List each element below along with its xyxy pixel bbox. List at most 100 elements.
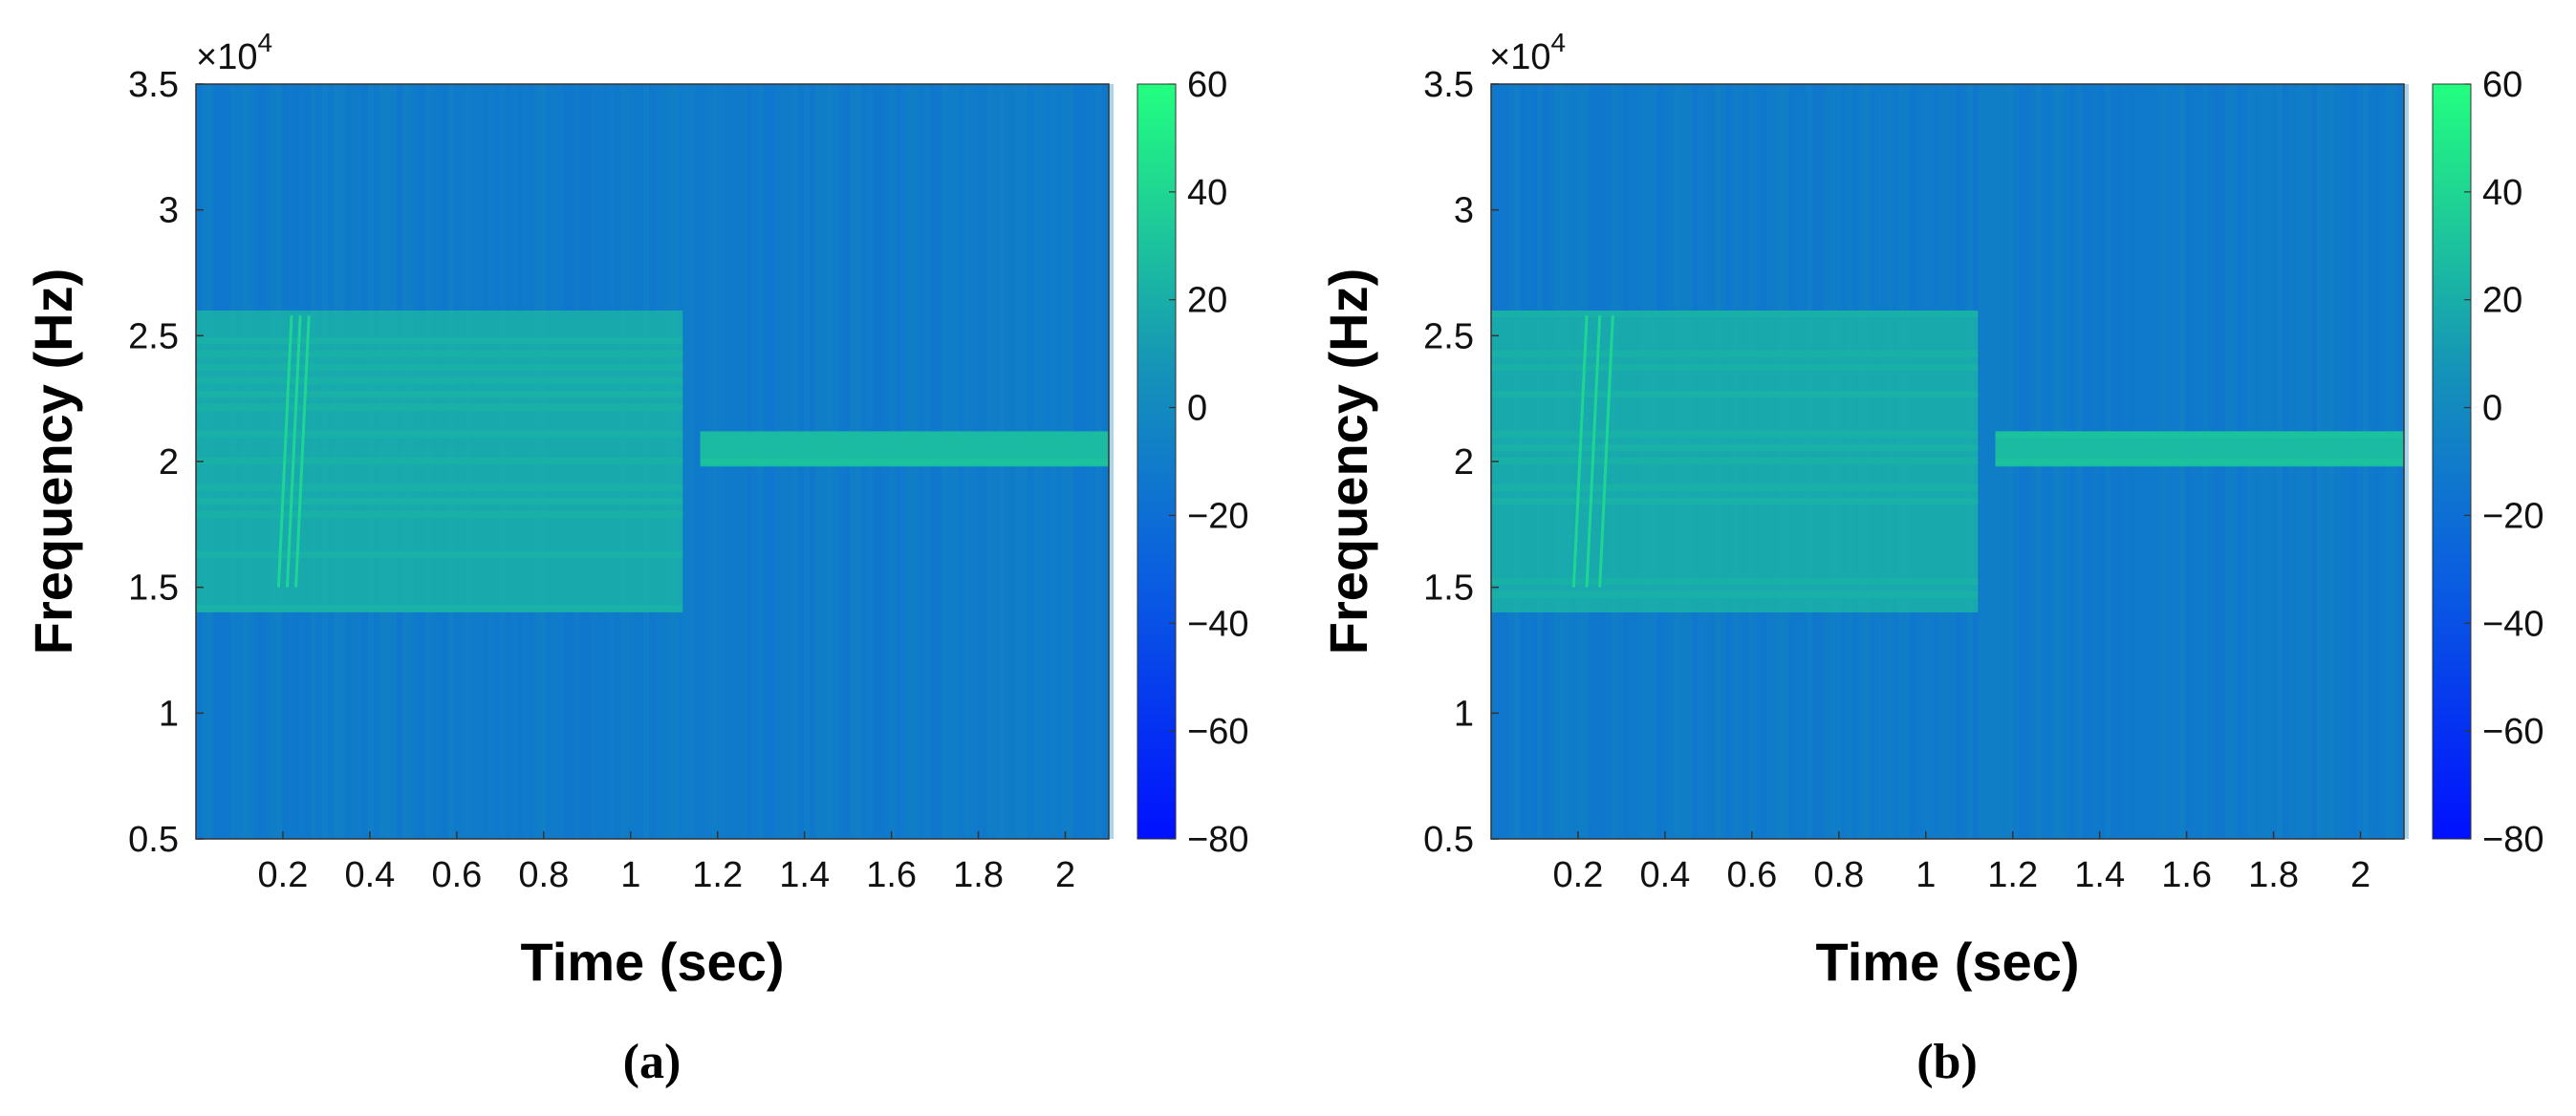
region-band — [1491, 444, 1979, 451]
colorbar-tick-label: 20 — [2482, 281, 2522, 321]
region-band — [1491, 578, 1979, 585]
x-tick-label: 1.2 — [1987, 855, 2038, 895]
y-tick-label: 2.5 — [1423, 316, 1474, 356]
y-tick-label: 1 — [159, 694, 179, 734]
panel-a: 0.5 1 1.5 2 2.5 3 3.5 0.2 0.4 0.6 0.8 1 1.2 1.4 1.6 1.8… — [23, 28, 1248, 1089]
colorbar-tick-label: 0 — [1187, 389, 1207, 429]
x-tick-label: 1.8 — [2248, 855, 2299, 895]
colorbar-tick-label: −60 — [1187, 712, 1248, 752]
x-tick-label: 1.4 — [2074, 855, 2125, 895]
x-tick-label: 0.6 — [431, 855, 482, 895]
chirp-trace — [1585, 315, 1602, 588]
x-tick-label: 0.6 — [1726, 855, 1777, 895]
y-exponent-power: 4 — [257, 28, 272, 57]
x-tick-label: 0.4 — [344, 855, 395, 895]
x-tick-label: 0.8 — [1813, 855, 1864, 895]
noise-streak — [1108, 84, 1114, 839]
noise-streak — [1990, 84, 1996, 839]
region-band — [1491, 484, 1979, 491]
x-tick-label: 1.6 — [866, 855, 917, 895]
noise-streak — [1979, 84, 1984, 839]
region-band — [196, 377, 683, 384]
colorbar-tick-label: 0 — [2482, 389, 2502, 429]
y-tick-label: 3.5 — [128, 65, 179, 105]
colorbar-tick-label: −80 — [1187, 820, 1248, 860]
region-band — [196, 337, 683, 344]
region-band — [1491, 351, 1979, 357]
region-band — [700, 458, 1109, 465]
panel-b: 0.5 1 1.5 2 2.5 3 3.5 0.2 0.4 0.6 0.8 1 1.2 1.4 1.6 1.8… — [1318, 28, 2544, 1089]
y-tick-label: 2 — [159, 442, 179, 483]
region-tone — [700, 431, 1109, 467]
region-band — [1491, 498, 1979, 504]
region-band — [1491, 391, 1979, 397]
x-axis-label: Time (sec) — [521, 932, 785, 992]
region-band — [1491, 458, 1979, 464]
y-tick-label: 1.5 — [128, 569, 179, 609]
region-band — [1491, 431, 1979, 438]
colorbar-tick-label: −60 — [2482, 712, 2544, 752]
region-band — [196, 484, 683, 491]
y-tick-label: 0.5 — [128, 820, 179, 860]
region-band — [196, 404, 683, 411]
y-tick-label: 3.5 — [1423, 65, 1474, 105]
x-tick-label: 2 — [2350, 855, 2370, 895]
panel-caption: (a) — [623, 1035, 682, 1089]
region-band — [1995, 458, 2404, 465]
region-band — [196, 351, 683, 357]
y-tick-label: 1 — [1454, 694, 1474, 734]
region-band — [1995, 431, 2404, 439]
y-tick-label: 3 — [1454, 191, 1474, 231]
colorbar-tick-label: 20 — [1187, 281, 1227, 321]
x-tick-label: 1.2 — [692, 855, 743, 895]
y-tick-label: 1.5 — [1423, 569, 1474, 609]
region-band — [196, 551, 683, 558]
spectrogram-plot — [196, 84, 1114, 839]
x-tick-label: 1.6 — [2161, 855, 2212, 895]
noise-streak — [1984, 84, 1990, 839]
noise-streak — [689, 84, 695, 839]
region-band — [196, 511, 683, 518]
x-tick-label: 0.8 — [518, 855, 569, 895]
chirp-trace — [286, 315, 302, 588]
x-tick-label: 0.4 — [1639, 855, 1690, 895]
region-band — [196, 605, 683, 612]
chirp-trace — [294, 315, 311, 588]
region-wideband-burst — [196, 311, 683, 612]
region-band — [196, 391, 683, 397]
chirp-trace — [1571, 315, 1589, 588]
region-band — [1491, 364, 1979, 371]
colorbar-tick-label: −40 — [2482, 604, 2544, 644]
noise-streak — [695, 84, 701, 839]
noise-streak — [2403, 84, 2409, 839]
y-tick-label: 2 — [1454, 442, 1474, 483]
colorbar-tick-label: −40 — [1187, 604, 1248, 644]
region-band — [196, 364, 683, 371]
chirp-trace — [1598, 315, 1614, 588]
colorbar-tick-label: −80 — [2482, 820, 2544, 860]
y-tick-label: 3 — [159, 191, 179, 231]
x-tick-label: 0.2 — [258, 855, 309, 895]
colorbar — [1136, 83, 1177, 840]
colorbar-tick-label: 60 — [2482, 65, 2522, 105]
y-exponent-label: ×104 — [1489, 28, 1566, 77]
region-band — [196, 431, 683, 438]
colorbar-tick-label: −20 — [1187, 496, 1248, 536]
y-tick-label: 2.5 — [128, 316, 179, 356]
region-band — [1491, 591, 1979, 598]
region-band — [196, 498, 683, 504]
y-tick-label: 0.5 — [1423, 820, 1474, 860]
x-tick-label: 1.4 — [779, 855, 830, 895]
noise-streak — [683, 84, 689, 839]
x-axis-label: Time (sec) — [1816, 932, 2080, 992]
y-exponent-label: ×104 — [196, 28, 272, 77]
x-tick-label: 1 — [620, 855, 640, 895]
y-axis-label: Frequency (Hz) — [23, 268, 83, 655]
x-tick-label: 2 — [1055, 855, 1075, 895]
spectrogram-plot — [1491, 84, 2409, 839]
x-tick-label: 1.8 — [953, 855, 1004, 895]
panel-caption: (b) — [1916, 1035, 1978, 1089]
y-axis-label: Frequency (Hz) — [1318, 268, 1378, 655]
